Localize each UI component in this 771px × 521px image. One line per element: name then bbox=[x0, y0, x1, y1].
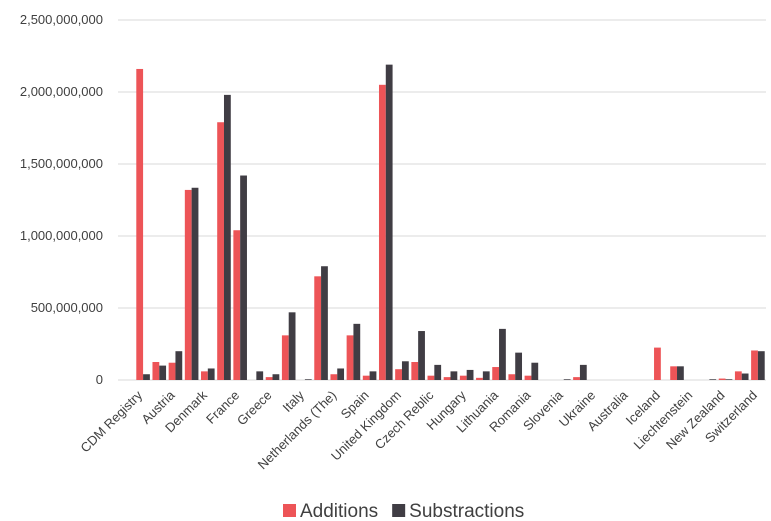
bar bbox=[143, 374, 150, 380]
bar bbox=[136, 68, 144, 381]
bar bbox=[450, 371, 458, 380]
bar bbox=[751, 350, 758, 380]
bar bbox=[579, 364, 587, 380]
bar bbox=[330, 374, 338, 380]
bar bbox=[411, 362, 419, 380]
bar bbox=[223, 94, 231, 380]
y-tick-label: 2,000,000,000 bbox=[20, 84, 103, 99]
y-tick-label: 1,000,000,000 bbox=[20, 228, 103, 243]
legend-swatch bbox=[392, 504, 406, 517]
bar bbox=[233, 230, 241, 380]
bar bbox=[563, 379, 571, 380]
bar bbox=[718, 378, 726, 380]
bar bbox=[369, 371, 377, 380]
bar bbox=[443, 377, 451, 380]
bar bbox=[725, 379, 733, 380]
y-tick-label: 0 bbox=[96, 372, 103, 387]
bar bbox=[524, 375, 532, 380]
bar bbox=[482, 371, 490, 380]
y-tick-label: 2,500,000,000 bbox=[20, 12, 103, 27]
bar bbox=[201, 371, 208, 380]
bar bbox=[492, 367, 500, 380]
y-tick-label: 500,000,000 bbox=[31, 300, 103, 315]
bar bbox=[434, 364, 442, 380]
x-tick-label: Italy bbox=[280, 387, 308, 415]
bar bbox=[395, 369, 402, 380]
bar bbox=[256, 371, 264, 380]
y-tick-label: 1,500,000,000 bbox=[20, 156, 103, 171]
bar bbox=[362, 375, 370, 380]
bar bbox=[272, 374, 280, 380]
bar bbox=[191, 187, 199, 380]
bar bbox=[499, 328, 506, 380]
bar bbox=[353, 323, 361, 380]
bar bbox=[207, 368, 215, 380]
bar bbox=[677, 366, 684, 380]
bar bbox=[240, 175, 247, 380]
bar bbox=[741, 373, 749, 380]
bar bbox=[159, 365, 167, 380]
bar bbox=[184, 189, 192, 380]
bar bbox=[321, 266, 328, 380]
bar bbox=[288, 312, 296, 380]
bar bbox=[401, 361, 409, 380]
bar bbox=[265, 377, 273, 380]
bar bbox=[709, 379, 717, 380]
bar bbox=[418, 331, 425, 380]
bar bbox=[734, 371, 742, 380]
x-tick-label: Greece bbox=[234, 388, 275, 429]
bar bbox=[670, 366, 678, 380]
bar bbox=[337, 368, 345, 380]
legend-label: Substractions bbox=[409, 501, 524, 521]
bar bbox=[346, 335, 354, 380]
bar bbox=[152, 362, 160, 380]
legend-label: Additions bbox=[300, 501, 378, 521]
bar bbox=[573, 377, 580, 380]
bar bbox=[378, 84, 386, 381]
bar bbox=[459, 375, 467, 380]
bar bbox=[304, 379, 312, 380]
bar bbox=[385, 64, 393, 380]
bar bbox=[654, 347, 661, 380]
bar bbox=[281, 335, 289, 380]
bar bbox=[427, 375, 435, 380]
bar bbox=[476, 377, 483, 380]
bar bbox=[531, 362, 539, 380]
bar bbox=[757, 351, 765, 380]
bar bbox=[515, 352, 523, 380]
x-tick-label: CDM Registry bbox=[77, 387, 145, 455]
bar bbox=[217, 122, 224, 381]
bar bbox=[508, 374, 516, 380]
bar bbox=[466, 369, 474, 380]
bar bbox=[175, 351, 183, 380]
legend-swatch bbox=[283, 504, 296, 517]
bar bbox=[314, 276, 322, 380]
bar bbox=[168, 362, 176, 380]
